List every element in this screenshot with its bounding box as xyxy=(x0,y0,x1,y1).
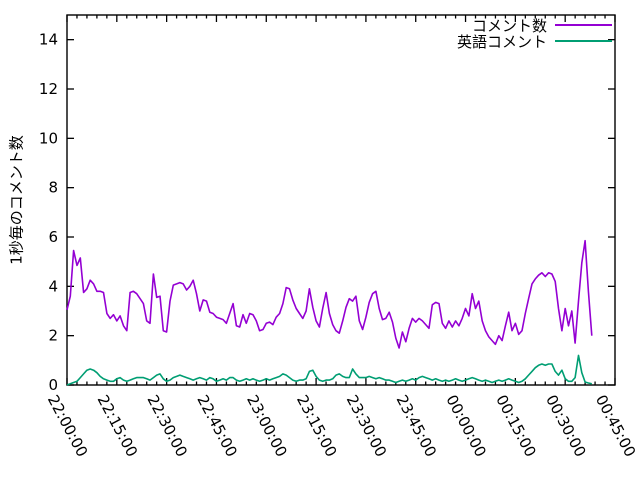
x-tick-label: 23:45:00 xyxy=(393,392,441,460)
x-tick-label: 22:30:00 xyxy=(143,392,191,460)
x-tick-label: 23:15:00 xyxy=(293,392,341,460)
x-tick-label: 00:15:00 xyxy=(492,392,540,460)
x-tick-label: 22:00:00 xyxy=(44,392,92,460)
x-tick-label: 23:00:00 xyxy=(243,392,291,460)
x-tick-label: 22:15:00 xyxy=(94,392,142,460)
x-tick-label: 00:30:00 xyxy=(542,392,590,460)
legend-line-sample-comments xyxy=(555,24,612,26)
y-axis-title: 1秒毎のコメント数 xyxy=(7,135,26,265)
legend-label-english-comments: 英語コメント xyxy=(456,32,547,51)
y-tick-label: 6 xyxy=(48,228,58,246)
legend-row-comments: コメント数 xyxy=(300,16,612,35)
x-tick-label: 00:45:00 xyxy=(592,392,640,460)
y-tick-label: 14 xyxy=(39,31,58,49)
legend-line-sample-english-comments xyxy=(555,40,612,42)
y-tick-label: 8 xyxy=(48,179,58,197)
legend: コメント数 英語コメント xyxy=(300,16,612,51)
y-tick-label: 10 xyxy=(39,129,58,147)
y-tick-label: 0 xyxy=(48,376,58,394)
legend-row-english-comments: 英語コメント xyxy=(300,32,612,51)
legend-label-comments: コメント数 xyxy=(471,16,547,35)
x-tick-label: 22:45:00 xyxy=(193,392,241,460)
series-line-comments xyxy=(66,239,593,349)
series-line-english_comments xyxy=(66,354,592,386)
plot-border xyxy=(66,14,616,386)
x-tick-label: 00:00:00 xyxy=(442,392,490,460)
x-tick-label: 23:30:00 xyxy=(343,392,391,460)
y-tick-label: 4 xyxy=(48,277,58,295)
y-tick-label: 12 xyxy=(39,80,58,98)
y-tick-label: 2 xyxy=(48,327,58,345)
